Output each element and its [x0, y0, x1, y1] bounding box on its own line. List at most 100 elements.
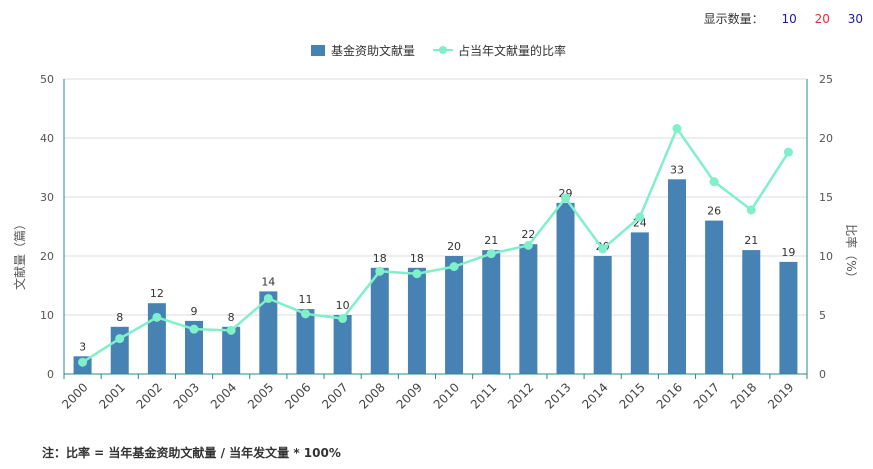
x-tick-label: 2001 — [96, 380, 127, 411]
bar-value-label: 18 — [410, 252, 424, 265]
legend-bar-label[interactable]: 基金资助文献量 — [331, 43, 415, 58]
bar-value-label: 11 — [298, 293, 312, 306]
x-tick-label: 2016 — [654, 380, 685, 411]
legend: 基金资助文献量 占当年文献量的比率 — [311, 43, 566, 58]
x-tick-label: 2002 — [133, 380, 164, 411]
x-tick-label: 2000 — [59, 380, 90, 411]
bar-value-label: 12 — [150, 287, 164, 300]
right-tick-label: 0 — [819, 368, 826, 381]
ratio-point[interactable] — [189, 324, 199, 334]
x-tick-label: 2012 — [505, 380, 536, 411]
x-tick-label: 2017 — [691, 380, 722, 411]
x-tick-label: 2008 — [356, 380, 387, 411]
ratio-point[interactable] — [375, 266, 385, 276]
x-tick-label: 2003 — [171, 380, 202, 411]
x-tick-label: 2007 — [319, 380, 350, 411]
bar-value-label: 18 — [373, 252, 387, 265]
ratio-point[interactable] — [449, 262, 459, 272]
bar-value-label: 9 — [191, 305, 198, 318]
x-tick-label: 2019 — [765, 380, 796, 411]
bar-value-label: 10 — [336, 299, 350, 312]
ratio-point[interactable] — [746, 205, 756, 215]
bar[interactable] — [556, 202, 575, 374]
ratio-point[interactable] — [523, 240, 533, 250]
bar[interactable] — [667, 179, 686, 374]
x-tick-label: 2005 — [245, 380, 276, 411]
legend-line-label[interactable]: 占当年文献量的比率 — [458, 43, 566, 58]
bar[interactable] — [296, 309, 315, 374]
bar[interactable] — [259, 291, 278, 374]
x-tick-label: 2018 — [728, 380, 759, 411]
bar[interactable] — [593, 256, 612, 374]
left-tick-label: 20 — [40, 250, 54, 263]
left-tick-label: 30 — [40, 191, 54, 204]
bar[interactable] — [370, 267, 389, 374]
ratio-point[interactable] — [226, 325, 236, 335]
ratio-point[interactable] — [486, 249, 496, 259]
bar-series: 381298141110181820212229202433262119 — [73, 163, 798, 374]
x-tick-label: 2013 — [542, 380, 573, 411]
bar[interactable] — [519, 244, 538, 374]
legend-bar-swatch[interactable] — [311, 45, 325, 56]
bar-value-label: 14 — [261, 275, 275, 288]
right-tick-label: 5 — [819, 309, 826, 322]
footnote: 注：比率 = 当年基金资助文献量 / 当年发文量 * 100% — [42, 446, 341, 460]
bar-value-label: 26 — [707, 205, 721, 218]
count-option-30[interactable]: 30 — [847, 12, 863, 26]
x-tick-label: 2015 — [616, 380, 647, 411]
bar-value-label: 19 — [781, 246, 795, 259]
bar[interactable] — [222, 326, 241, 374]
x-tick-label: 2011 — [468, 380, 499, 411]
left-axis-title: 文献量（篇） — [12, 218, 27, 290]
bar[interactable] — [445, 256, 464, 374]
bar-value-label: 8 — [116, 311, 123, 324]
ratio-line — [81, 125, 790, 364]
ratio-point[interactable] — [152, 312, 162, 322]
x-tick-label: 2014 — [579, 380, 610, 411]
bar-value-label: 21 — [484, 234, 498, 247]
ratio-point[interactable] — [338, 314, 348, 324]
ratio-point[interactable] — [115, 334, 125, 344]
bar[interactable] — [779, 261, 798, 374]
bar[interactable] — [482, 250, 501, 374]
ratio-point[interactable] — [635, 212, 645, 222]
count-selector-label: 显示数量： — [703, 12, 764, 26]
left-tick-label: 50 — [40, 73, 54, 86]
ratio-point[interactable] — [598, 244, 608, 254]
count-option-20[interactable]: 20 — [814, 12, 830, 26]
ratio-point[interactable] — [78, 357, 88, 367]
bar-value-label: 3 — [79, 340, 86, 353]
combo-chart: 基金资助文献量 占当年文献量的比率 3 8 12 9 8 14 11 10 18 18 20 21 22… — [12, 43, 859, 412]
bar-value-label: 20 — [447, 240, 461, 253]
line-series — [78, 124, 793, 367]
bar[interactable] — [705, 220, 724, 374]
right-tick-label: 10 — [819, 250, 833, 263]
x-tick-label: 2009 — [394, 380, 425, 411]
left-tick-label: 10 — [40, 309, 54, 322]
bar-value-label: 22 — [521, 228, 535, 241]
right-axis-title: 比率（%） — [844, 224, 859, 283]
right-tick-label: 20 — [819, 132, 833, 145]
count-option-10[interactable]: 10 — [781, 12, 797, 26]
ratio-point[interactable] — [412, 269, 422, 279]
bar-value-label: 33 — [670, 163, 684, 176]
bar[interactable] — [742, 250, 761, 374]
ratio-point[interactable] — [263, 293, 273, 303]
x-tick-label: 2010 — [431, 380, 462, 411]
bar[interactable] — [407, 267, 426, 374]
bar[interactable] — [630, 232, 649, 374]
x-tick-label: 2006 — [282, 380, 313, 411]
ratio-point[interactable] — [300, 309, 310, 319]
ratio-point[interactable] — [783, 147, 793, 157]
bar[interactable] — [185, 320, 204, 374]
bar[interactable] — [333, 315, 352, 374]
legend-line-marker[interactable] — [439, 46, 447, 54]
ratio-point[interactable] — [672, 124, 682, 134]
right-tick-label: 15 — [819, 191, 833, 204]
count-selector: 显示数量： 10 20 30 — [704, 10, 863, 27]
bar-value-label: 8 — [228, 311, 235, 324]
left-tick-label: 40 — [40, 132, 54, 145]
ratio-point[interactable] — [709, 177, 719, 187]
right-tick-label: 25 — [819, 73, 833, 86]
ratio-point[interactable] — [561, 193, 571, 203]
